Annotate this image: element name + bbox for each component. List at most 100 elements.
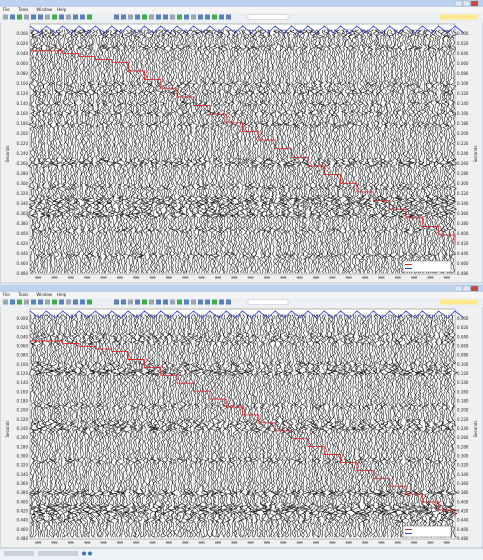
seismic-trace [331,29,338,274]
seismic-trace [417,29,426,274]
status-field [4,551,34,556]
y-tick-label: 0.040 [457,51,469,56]
menu-item: Tools [17,292,28,297]
seismic-trace [235,29,243,274]
toolbar-button [163,14,168,20]
seismic-trace [253,29,263,274]
toolbar-button [52,299,57,305]
seismic-trace [264,314,273,538]
seismic-trace [346,29,355,274]
seismic-trace [314,29,322,274]
x-tick-mark [329,276,336,279]
seismic-trace [211,29,220,274]
x-tick-mark [231,541,238,544]
status-icon [88,551,92,556]
seismic-trace [225,29,236,274]
seismic-trace [378,314,389,538]
toolbar-button [212,299,217,305]
y-tick-label: 0.460 [457,527,469,532]
seismic-trace [248,314,259,538]
toolbar-button [45,299,50,305]
seismic-trace [46,314,57,538]
y-tick-label: 0.360 [457,481,469,486]
toolbar-button [191,14,196,20]
toolbar-button [184,14,189,20]
toolbar-button [80,299,85,305]
seismic-trace [417,314,426,538]
seismic-trace [388,314,399,538]
seismic-trace [281,29,289,274]
y-tick-label: 0.280 [457,444,469,449]
seismic-trace [327,314,338,538]
x-tick-mark [51,541,58,544]
x-tick-mark [231,276,238,279]
seismic-trace [337,29,347,274]
seismic-trace [402,314,412,538]
seismic-trace [420,314,430,538]
seismic-trace [177,29,186,274]
seismic-trace [71,29,79,274]
seismic-trace [183,29,191,274]
seismic-trace [38,314,46,538]
toolbar-button [73,299,78,305]
seismic-trace [394,29,403,274]
seismic-trace [381,314,390,538]
y-tick-label: 0.380 [17,490,29,495]
seismic-trace [196,29,204,274]
seismic-trace [375,29,383,274]
toolbar-button [87,299,92,305]
seismic-trace [409,314,420,538]
seismic-trace [282,314,292,538]
y-tick-label: 0.320 [457,191,469,196]
seismic-trace [88,314,99,538]
toolbar-button [31,14,36,20]
seismic-trace [117,314,127,538]
x-tick-mark [345,276,352,279]
title-bar [0,285,483,292]
seismic-trace [444,314,454,538]
seismic-trace [259,29,267,274]
seismic-trace [66,29,75,274]
seismic-trace [367,29,375,274]
toolbar-button [163,299,168,305]
seismic-trace [91,314,102,538]
y-tick-label: 0.000 [457,316,469,321]
seismic-trace [73,29,82,274]
seismic-trace [48,29,57,274]
seismic-trace [62,29,71,274]
seismic-trace [358,314,368,538]
seismic-trace [173,29,183,274]
y-tick-label: 0.020 [457,325,469,330]
seismic-trace [149,314,160,538]
seismic-trace [392,314,401,538]
seismic-trace [97,29,106,274]
y-tick-label: 0.100 [457,362,469,367]
y-tick-label: 0.260 [17,161,29,166]
x-tick-mark [443,276,450,279]
seismic-trace [115,314,124,538]
seismic-trace [152,314,162,538]
seismic-trace [157,29,167,274]
y-tick-label: 0.320 [17,191,29,196]
seismic-trace [167,314,175,538]
seismic-trace [208,314,216,538]
seismic-trace [191,314,201,538]
seismic-trace [90,29,100,274]
x-tick-mark [165,276,172,279]
seismic-trace [66,314,77,538]
seismic-trace [180,314,189,538]
seismic-trace [40,314,50,538]
y-tick-label: 0.020 [17,325,29,330]
seismic-trace [226,314,235,538]
y-tick-label: 0.280 [17,444,29,449]
seismic-trace [406,29,416,274]
y-tick-label: 0.400 [457,231,469,236]
y-tick-label: 0.160 [457,389,469,394]
toolbar-button [121,14,126,20]
y-tick-label: 0.100 [17,362,29,367]
y-tick-label: 0.140 [17,101,29,106]
x-tick-mark [116,276,123,279]
y-tick-label: 0.200 [457,408,469,413]
seismic-trace [440,314,450,538]
